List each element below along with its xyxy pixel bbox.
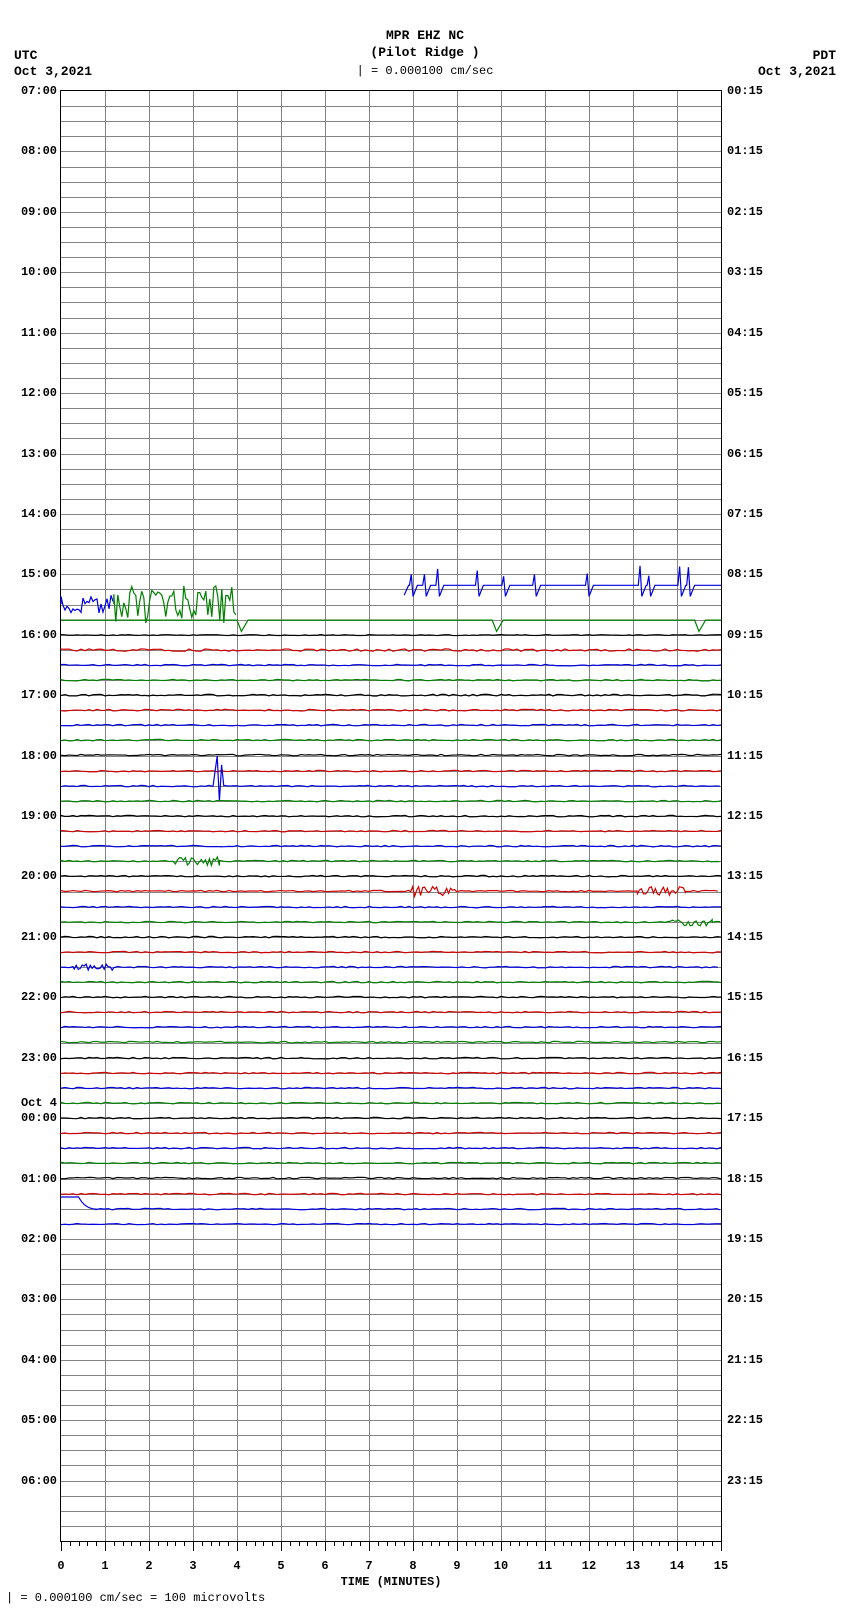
x-tick-label: 14 bbox=[670, 1559, 684, 1573]
pdt-hour-label: 08:15 bbox=[721, 567, 763, 581]
x-tick-label: 1 bbox=[101, 1559, 108, 1573]
pdt-hour-label: 21:15 bbox=[721, 1353, 763, 1367]
utc-hour-label: 11:00 bbox=[21, 326, 61, 340]
x-tick-label: 7 bbox=[365, 1559, 372, 1573]
x-tick-label: 10 bbox=[494, 1559, 508, 1573]
x-tick-label: 11 bbox=[538, 1559, 552, 1573]
pdt-hour-label: 00:15 bbox=[721, 84, 763, 98]
pdt-hour-label: 12:15 bbox=[721, 809, 763, 823]
utc-hour-label: 15:00 bbox=[21, 567, 61, 581]
utc-hour-label: 10:00 bbox=[21, 265, 61, 279]
x-tick-label: 5 bbox=[277, 1559, 284, 1573]
x-tick-label: 3 bbox=[189, 1559, 196, 1573]
x-tick-container bbox=[61, 1541, 721, 1557]
x-tick-label: 2 bbox=[145, 1559, 152, 1573]
pdt-hour-label: 02:15 bbox=[721, 205, 763, 219]
x-axis-title: TIME (MINUTES) bbox=[341, 1575, 442, 1589]
utc-hour-label: 09:00 bbox=[21, 205, 61, 219]
station-name: (Pilot Ridge ) bbox=[0, 45, 850, 62]
pdt-hour-label: 13:15 bbox=[721, 869, 763, 883]
chart-header: MPR EHZ NC (Pilot Ridge ) bbox=[0, 0, 850, 62]
pdt-hour-label: 01:15 bbox=[721, 144, 763, 158]
tz-right-label: PDT bbox=[813, 48, 836, 63]
station-code: MPR EHZ NC bbox=[0, 28, 850, 45]
utc-hour-label: 18:00 bbox=[21, 749, 61, 763]
pdt-hour-label: 16:15 bbox=[721, 1051, 763, 1065]
pdt-hour-label: 11:15 bbox=[721, 749, 763, 763]
scale-note: | = 0.000100 cm/sec bbox=[0, 64, 850, 78]
utc-hour-label: 06:00 bbox=[21, 1474, 61, 1488]
utc-hour-label: 04:00 bbox=[21, 1353, 61, 1367]
pdt-hour-label: 09:15 bbox=[721, 628, 763, 642]
utc-hour-label: 07:00 bbox=[21, 84, 61, 98]
utc-hour-label: 02:00 bbox=[21, 1232, 61, 1246]
x-tick-label: 6 bbox=[321, 1559, 328, 1573]
utc-hour-label: 05:00 bbox=[21, 1413, 61, 1427]
pdt-hour-label: 03:15 bbox=[721, 265, 763, 279]
pdt-hour-label: 05:15 bbox=[721, 386, 763, 400]
x-tick-label: 8 bbox=[409, 1559, 416, 1573]
pdt-hour-label: 17:15 bbox=[721, 1111, 763, 1125]
utc-hour-label: 19:00 bbox=[21, 809, 61, 823]
pdt-hour-label: 18:15 bbox=[721, 1172, 763, 1186]
utc-hour-label: 14:00 bbox=[21, 507, 61, 521]
utc-hour-label: 23:00 bbox=[21, 1051, 61, 1065]
x-tick-label: 13 bbox=[626, 1559, 640, 1573]
utc-hour-label: 08:00 bbox=[21, 144, 61, 158]
x-tick-label: 9 bbox=[453, 1559, 460, 1573]
pdt-hour-label: 07:15 bbox=[721, 507, 763, 521]
utc-hour-label: 01:00 bbox=[21, 1172, 61, 1186]
seismogram-plot: TIME (MINUTES) 07:0008:0009:0010:0011:00… bbox=[60, 90, 722, 1542]
x-tick-label: 0 bbox=[57, 1559, 64, 1573]
pdt-hour-label: 10:15 bbox=[721, 688, 763, 702]
pdt-hour-label: 20:15 bbox=[721, 1292, 763, 1306]
utc-hour-label: 16:00 bbox=[21, 628, 61, 642]
utc-hour-label: 12:00 bbox=[21, 386, 61, 400]
pdt-hour-label: 15:15 bbox=[721, 990, 763, 1004]
pdt-hour-label: 04:15 bbox=[721, 326, 763, 340]
utc-hour-label: Oct 4 bbox=[21, 1096, 61, 1110]
date-right-label: Oct 3,2021 bbox=[758, 64, 836, 79]
utc-hour-label: 00:00 bbox=[21, 1111, 61, 1125]
footer-scale: | = 0.000100 cm/sec = 100 microvolts bbox=[6, 1591, 265, 1605]
seismogram-page: MPR EHZ NC (Pilot Ridge ) | = 0.000100 c… bbox=[0, 0, 850, 1613]
utc-hour-label: 22:00 bbox=[21, 990, 61, 1004]
pdt-hour-label: 22:15 bbox=[721, 1413, 763, 1427]
pdt-hour-label: 23:15 bbox=[721, 1474, 763, 1488]
utc-hour-label: 20:00 bbox=[21, 869, 61, 883]
pdt-hour-label: 14:15 bbox=[721, 930, 763, 944]
x-tick-label: 12 bbox=[582, 1559, 596, 1573]
tz-left-label: UTC bbox=[14, 48, 37, 63]
utc-hour-label: 03:00 bbox=[21, 1292, 61, 1306]
seismic-trace bbox=[61, 1209, 721, 1254]
utc-hour-label: 17:00 bbox=[21, 688, 61, 702]
utc-hour-label: 13:00 bbox=[21, 447, 61, 461]
x-tick-label: 4 bbox=[233, 1559, 240, 1573]
x-tick-label: 15 bbox=[714, 1559, 728, 1573]
utc-hour-label: 21:00 bbox=[21, 930, 61, 944]
pdt-hour-label: 19:15 bbox=[721, 1232, 763, 1246]
date-left-label: Oct 3,2021 bbox=[14, 64, 92, 79]
pdt-hour-label: 06:15 bbox=[721, 447, 763, 461]
